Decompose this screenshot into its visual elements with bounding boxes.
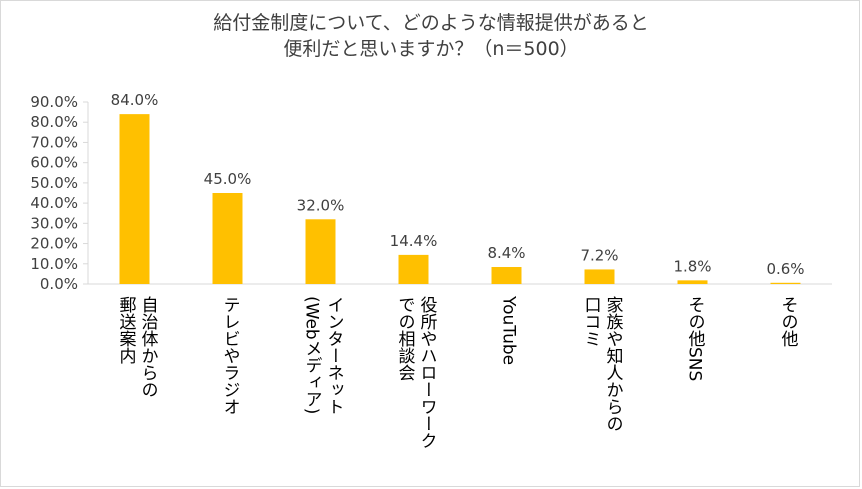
bar: [398, 254, 429, 284]
data-label: 84.0%: [111, 91, 159, 109]
data-label: 1.8%: [673, 257, 711, 275]
data-label: 0.6%: [766, 260, 804, 278]
y-tick-label: 60.0%: [30, 154, 78, 172]
category-label: 家族や知人からの 口コミ: [580, 296, 624, 432]
category-label-line: 自治体からの: [137, 296, 158, 398]
category-label-line: YouTube: [498, 296, 519, 366]
bar: [212, 193, 243, 284]
category-label-line: 口コミ: [580, 296, 601, 347]
y-tick-label: 10.0%: [30, 255, 78, 273]
y-tick-label: 50.0%: [30, 174, 78, 192]
bar: [677, 280, 708, 284]
bar: [305, 219, 336, 284]
category-label: 役所やハローワーク での相談会: [394, 296, 438, 449]
bar: [119, 114, 150, 284]
category-label-line: 役所やハローワーク: [416, 296, 437, 449]
category-label-line: での相談会: [394, 296, 415, 381]
data-label: 8.4%: [487, 244, 525, 262]
category-label: テレビやラジオ: [219, 296, 241, 415]
data-label: 14.4%: [390, 232, 438, 250]
category-label-line: テレビやラジオ: [219, 296, 240, 415]
y-tick-label: 20.0%: [30, 235, 78, 253]
chart-title-line-1: 給付金制度について、どのような情報提供があると: [213, 12, 649, 34]
category-label-line: 郵送案内: [115, 296, 136, 364]
y-tick-label: 70.0%: [30, 133, 78, 151]
y-tick-label: 80.0%: [30, 113, 78, 131]
chart-title-line-2: 便利だと思いますか？（n＝500）: [283, 38, 579, 60]
bar: [584, 269, 615, 284]
category-label-line: その他SNS: [684, 296, 705, 382]
data-label: 7.2%: [580, 246, 618, 264]
y-tick-label: 0.0%: [40, 275, 78, 293]
category-label: YouTube: [498, 296, 520, 365]
y-tick-label: 40.0%: [30, 194, 78, 212]
bar: [491, 267, 522, 284]
category-label-line: インターネット: [323, 296, 344, 415]
category-label: その他: [777, 296, 799, 347]
y-tick-label: 90.0%: [30, 93, 78, 111]
data-label: 32.0%: [297, 196, 345, 214]
chart-title: 給付金制度について、どのような情報提供があると 便利だと思いますか？（n＝500…: [0, 10, 862, 62]
y-tick-label: 30.0%: [30, 214, 78, 232]
category-label-line: 家族や知人からの: [602, 296, 623, 432]
data-label: 45.0%: [204, 170, 252, 188]
bar: [770, 282, 801, 284]
category-label-line: (Webメディア): [301, 296, 322, 415]
category-label-line: その他: [777, 296, 798, 347]
category-label: 自治体からの 郵送案内: [115, 296, 159, 398]
category-label: その他SNS: [684, 296, 706, 381]
category-label: インターネット (Webメディア): [301, 296, 345, 415]
